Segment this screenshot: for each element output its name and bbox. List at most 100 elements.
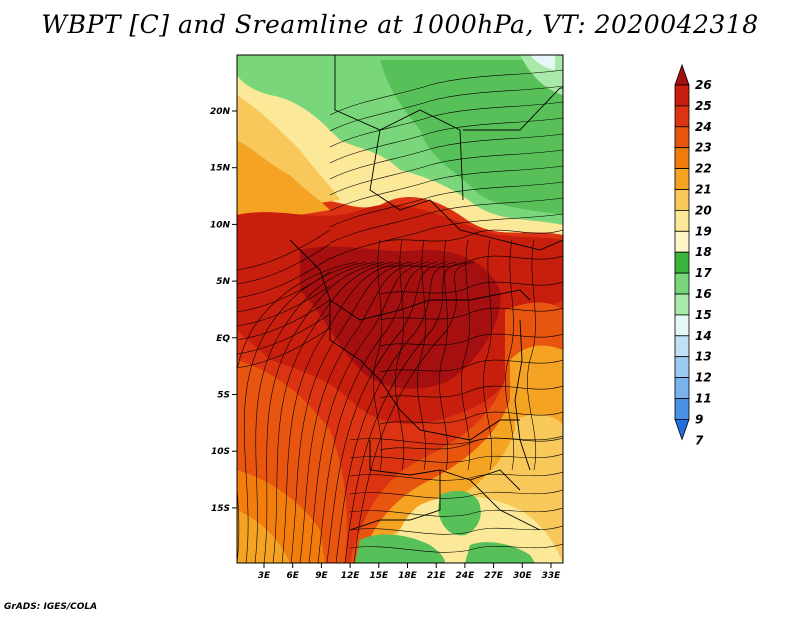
streamline — [237, 313, 331, 355]
lon-tick-label: 27E — [484, 571, 504, 581]
map-frame — [236, 54, 564, 564]
streamline — [349, 525, 563, 535]
colorbar-label: 23 — [695, 141, 712, 155]
streamline — [290, 261, 412, 563]
streamline — [237, 285, 331, 327]
streamline — [505, 239, 515, 471]
streamline — [329, 85, 563, 132]
streamline — [379, 359, 563, 373]
streamline — [329, 197, 563, 244]
streamline — [263, 261, 385, 563]
streamline — [349, 435, 563, 445]
streamline — [344, 261, 466, 563]
streamline — [326, 261, 448, 563]
streamline — [353, 261, 475, 563]
colorbar-label: 14 — [695, 329, 712, 343]
streamline — [329, 133, 563, 180]
streamline — [237, 271, 331, 313]
colorbar-label: 22 — [695, 162, 712, 176]
streamline — [237, 257, 331, 299]
streamline — [329, 101, 563, 148]
streamline — [527, 239, 537, 471]
colorbar-segment — [674, 168, 690, 190]
colorbar-label: 17 — [695, 266, 712, 280]
colorbar-segment — [674, 335, 690, 358]
streamline — [329, 117, 563, 164]
lat-tick-label: 10N — [210, 220, 231, 230]
streamline — [379, 281, 563, 295]
lat-tick-label: 15S — [211, 504, 230, 514]
streamline — [329, 213, 563, 260]
colorbar-label: 19 — [695, 224, 712, 238]
lon-tick-label: 18E — [398, 571, 418, 581]
colorbar-label: 13 — [695, 350, 712, 364]
streamline — [349, 489, 563, 499]
streamline — [237, 229, 331, 271]
credit-text: GrADS: IGES/COLA — [4, 602, 98, 612]
streamline — [417, 239, 427, 471]
lon-tick-label: 33E — [542, 571, 562, 581]
colorbar-segment — [674, 147, 690, 169]
streamline — [317, 261, 439, 563]
colorbar-top-arrow — [674, 63, 690, 86]
colorbar: 26 25 24 23 22 21 20 19 18 17 16 15 14 13 12 11 9 7 — [674, 63, 712, 447]
lat-tick-label: 5S — [217, 391, 230, 401]
lon-tick-label: 12E — [341, 571, 361, 581]
lat-tick-label: 20N — [210, 107, 231, 117]
lon-tick-label: 21E — [427, 571, 447, 581]
streamline — [299, 261, 421, 563]
streamline — [349, 543, 563, 553]
lon-tick-label: 30E — [513, 571, 533, 581]
colorbar-segment — [674, 272, 690, 295]
streamline — [349, 507, 563, 517]
colorbar-segment — [674, 209, 690, 232]
colorbar-segment — [674, 377, 690, 399]
streamline — [237, 243, 331, 285]
streamline — [329, 181, 563, 228]
colorbar-label: 18 — [695, 245, 712, 259]
streamline — [237, 327, 331, 369]
colorbar-segment — [674, 126, 690, 149]
streamline — [483, 239, 493, 471]
streamline — [439, 239, 449, 471]
colorbar-label: 9 — [695, 412, 703, 426]
lat-tick-label: EQ — [216, 334, 230, 344]
streamline — [379, 385, 563, 399]
streamline — [237, 261, 358, 563]
streamline — [329, 165, 563, 212]
lat-tick-label: 5N — [216, 277, 230, 287]
lat-tick-label: 15N — [210, 164, 231, 174]
colorbar-bottom-arrow — [674, 419, 690, 441]
streamline — [349, 471, 563, 481]
colorbar-segment — [674, 189, 690, 211]
streamline — [237, 299, 331, 341]
colorbar-label: 21 — [695, 183, 712, 197]
chart-title: WBPT [C] and Sreamline at 1000hPa, VT: 2… — [41, 10, 759, 39]
streamlines — [237, 69, 563, 563]
colorbar-segment — [674, 356, 690, 379]
streamline — [379, 255, 563, 269]
streamline — [335, 261, 457, 563]
colorbar-segment — [674, 105, 690, 128]
colorbar-segment — [674, 230, 690, 253]
lon-tick-label: 24E — [456, 571, 476, 581]
streamline — [254, 261, 376, 563]
lon-tick-label: 6E — [286, 571, 299, 581]
country-borders — [289, 55, 563, 531]
colorbar-label: 26 — [695, 78, 712, 92]
colorbar-label: 25 — [695, 99, 712, 113]
streamline — [373, 239, 383, 471]
colorbar-segment — [674, 398, 690, 420]
streamline — [395, 239, 405, 471]
streamline — [349, 453, 563, 463]
colorbar-label: 11 — [695, 392, 712, 406]
lat-tick-label: 10S — [211, 447, 230, 457]
streamline — [329, 149, 563, 196]
streamline — [243, 261, 367, 563]
streamline — [329, 69, 563, 116]
latitude-axis: 20N 15N 10N 5N EQ 5S 10S 15S — [210, 107, 237, 514]
streamline — [272, 261, 394, 563]
colorbar-label: 15 — [695, 308, 712, 322]
colorbar-label: 7 — [695, 433, 704, 447]
